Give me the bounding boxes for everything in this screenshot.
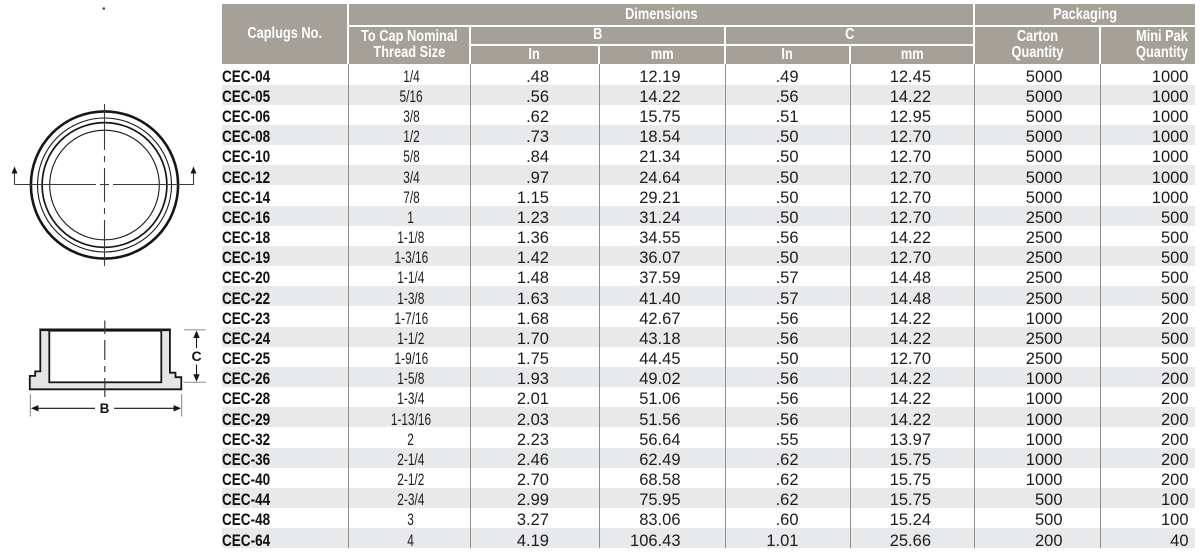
svg-text:C: C — [191, 348, 201, 364]
svg-text:B: B — [100, 401, 110, 416]
